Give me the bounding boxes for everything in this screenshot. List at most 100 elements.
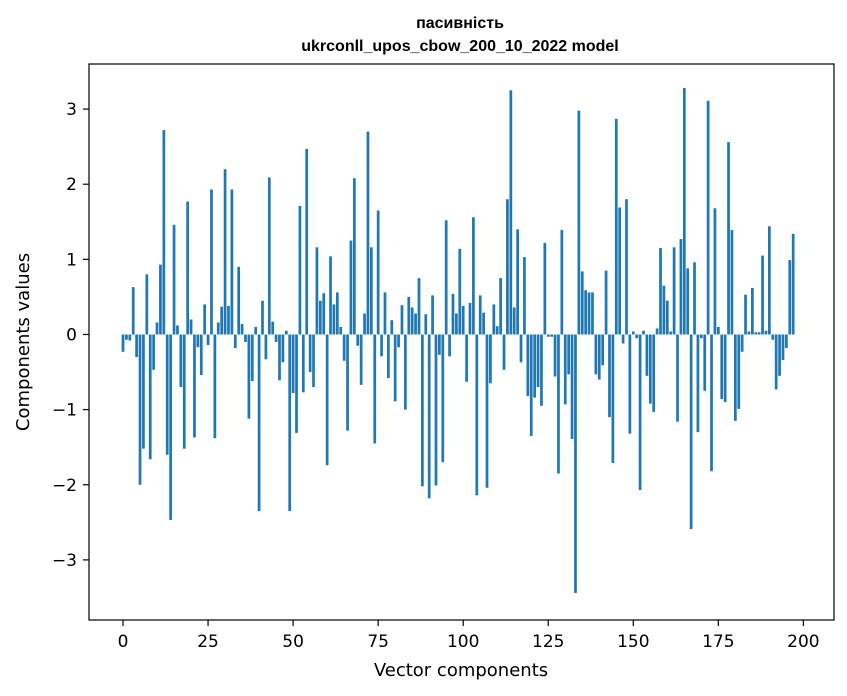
- bar-162: [672, 247, 676, 335]
- bar-75: [376, 210, 380, 335]
- bar-183: [744, 294, 747, 335]
- bar-195: [785, 334, 788, 349]
- bar-66: [346, 334, 349, 431]
- bar-171: [703, 334, 707, 391]
- bar-177: [723, 334, 727, 403]
- bar-161: [669, 331, 673, 335]
- bar-67: [349, 240, 353, 335]
- bar-89: [424, 314, 428, 335]
- bar-1: [125, 334, 128, 340]
- x-tick-label: 75: [367, 632, 389, 652]
- bar-166: [686, 268, 690, 335]
- bar-55: [308, 334, 312, 373]
- bar-142: [604, 270, 608, 335]
- bar-179: [730, 230, 734, 335]
- bar-7: [145, 274, 149, 335]
- bar-186: [754, 332, 758, 335]
- bar-43: [267, 177, 271, 335]
- y-tick-label: −1: [52, 401, 77, 421]
- x-tick-label: 200: [787, 632, 819, 652]
- bar-184: [747, 331, 751, 335]
- bar-51: [295, 334, 298, 433]
- bar-173: [710, 334, 713, 472]
- bar-59: [322, 293, 326, 335]
- bar-122: [536, 334, 540, 388]
- bar-133: [574, 334, 577, 593]
- bar-150: [631, 331, 635, 335]
- bar-74: [373, 334, 377, 444]
- bar-63: [335, 292, 339, 335]
- bar-103: [472, 217, 475, 335]
- bar-46: [278, 334, 281, 381]
- bar-10: [155, 322, 159, 335]
- bar-78: [387, 334, 390, 379]
- bar-111: [499, 278, 502, 335]
- bar-71: [363, 313, 366, 335]
- bar-160: [665, 300, 669, 335]
- bar-121: [533, 334, 536, 398]
- bar-18: [182, 334, 186, 449]
- bar-132: [570, 334, 574, 439]
- bar-94: [441, 334, 445, 463]
- bar-79: [390, 320, 394, 335]
- bar-100: [461, 305, 465, 335]
- bar-155: [648, 334, 652, 404]
- bar-118: [523, 257, 526, 335]
- bar-15: [172, 224, 176, 335]
- bar-33: [233, 334, 237, 349]
- bar-128: [557, 334, 560, 474]
- bar-82: [400, 305, 404, 335]
- bar-84: [407, 296, 411, 335]
- bar-102: [468, 302, 472, 335]
- bar-12: [162, 130, 166, 335]
- bar-57: [315, 247, 319, 335]
- bar-158: [659, 248, 662, 335]
- bar-85: [410, 307, 414, 335]
- bar-189: [764, 330, 768, 335]
- bar-22: [196, 334, 200, 348]
- bar-42: [264, 334, 268, 360]
- bar-91: [431, 295, 434, 335]
- bar-141: [601, 334, 605, 366]
- bar-81: [397, 334, 400, 348]
- bar-9: [152, 334, 155, 370]
- bar-144: [611, 334, 615, 463]
- bar-172: [706, 100, 710, 335]
- bar-114: [509, 90, 513, 335]
- bar-135: [580, 271, 584, 335]
- x-axis-ticks: 0 25 50 75 100 125 150 175 200: [118, 620, 820, 652]
- bar-36: [244, 334, 247, 342]
- bar-120: [529, 334, 533, 436]
- bar-4: [135, 334, 138, 358]
- bar-194: [781, 334, 785, 361]
- x-axis-label: Vector components: [374, 660, 548, 681]
- bar-181: [737, 334, 741, 409]
- bar-190: [768, 226, 771, 335]
- bar-93: [438, 334, 441, 355]
- bar-119: [526, 334, 530, 397]
- bar-60: [325, 334, 329, 466]
- chart-title-line1: пасивність: [416, 15, 504, 32]
- bar-180: [733, 334, 737, 421]
- bar-168: [693, 262, 696, 335]
- bar-11: [159, 264, 162, 335]
- bar-110: [495, 326, 499, 335]
- bar-61: [329, 256, 332, 335]
- bar-123: [540, 334, 543, 406]
- bar-54: [305, 148, 309, 335]
- bar-143: [608, 334, 611, 418]
- bar-69: [356, 334, 360, 346]
- bar-193: [778, 334, 781, 376]
- bar-130: [563, 334, 567, 405]
- bar-64: [339, 326, 343, 335]
- bar-148: [625, 199, 628, 335]
- bar-147: [621, 334, 625, 344]
- bar-35: [240, 323, 244, 335]
- bar-169: [696, 334, 700, 433]
- bar-19: [186, 201, 190, 335]
- y-tick-label: −2: [52, 476, 77, 496]
- bar-125: [546, 334, 550, 337]
- bar-192: [774, 334, 778, 390]
- bar-139: [594, 334, 598, 375]
- bar-178: [727, 142, 730, 335]
